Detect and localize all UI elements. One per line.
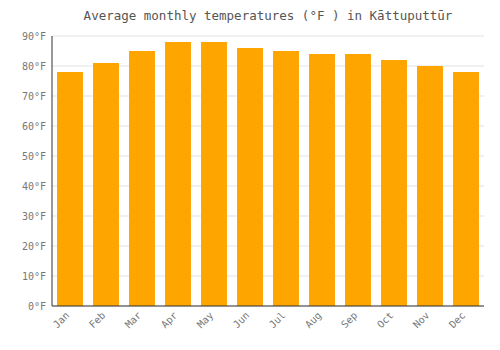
- x-tick-label: Jun: [231, 310, 252, 331]
- bar: [309, 54, 335, 306]
- y-tick-label: 0°F: [28, 301, 46, 312]
- x-tick-label: Oct: [375, 310, 396, 331]
- bar: [381, 60, 407, 306]
- bar: [345, 54, 371, 306]
- bar: [201, 42, 227, 306]
- y-tick-label: 20°F: [22, 241, 46, 252]
- y-tick-label: 40°F: [22, 181, 46, 192]
- y-tick-label: 10°F: [22, 271, 46, 282]
- bar: [93, 63, 119, 306]
- y-axis: 0°F 10°F 20°F 30°F 40°F 50°F 60°F 70°F 80°F 90°F: [22, 31, 46, 312]
- y-axis-line: [52, 36, 53, 306]
- x-tick-label: Nov: [411, 310, 432, 331]
- bar: [57, 72, 83, 306]
- x-tick-label: Sep: [339, 310, 360, 331]
- y-tick-label: 90°F: [22, 31, 46, 42]
- bar: [165, 42, 191, 306]
- y-tick-label: 60°F: [22, 121, 46, 132]
- grid: [52, 36, 484, 306]
- y-tick-label: 70°F: [22, 91, 46, 102]
- bar: [129, 51, 155, 306]
- chart-title: Average monthly temperatures (°F ) in Kā…: [84, 8, 453, 23]
- x-tick-label: Apr: [159, 310, 180, 331]
- x-tick-label: Jan: [51, 310, 72, 331]
- x-tick-label: Jul: [267, 310, 288, 331]
- x-tick-label: May: [195, 310, 216, 331]
- y-tick-label: 30°F: [22, 211, 46, 222]
- chart-svg: Average monthly temperatures (°F ) in Kā…: [0, 0, 500, 350]
- x-tick-label: Dec: [447, 310, 468, 331]
- bars: [57, 42, 479, 306]
- bar: [237, 48, 263, 306]
- grid-line: [52, 36, 484, 37]
- x-axis: Jan Feb Mar Apr May Jun Jul Aug Sep Oct Nov Dec: [51, 310, 468, 331]
- grid-line: [52, 306, 484, 307]
- bar: [417, 66, 443, 306]
- x-tick-label: Aug: [303, 310, 324, 331]
- y-tick-label: 50°F: [22, 151, 46, 162]
- y-tick-label: 80°F: [22, 61, 46, 72]
- x-axis-line: [52, 306, 484, 307]
- chart-container: Average monthly temperatures (°F ) in Kā…: [0, 0, 500, 350]
- bar: [453, 72, 479, 306]
- bar: [273, 51, 299, 306]
- x-tick-label: Feb: [87, 310, 108, 331]
- x-tick-label: Mar: [123, 310, 144, 331]
